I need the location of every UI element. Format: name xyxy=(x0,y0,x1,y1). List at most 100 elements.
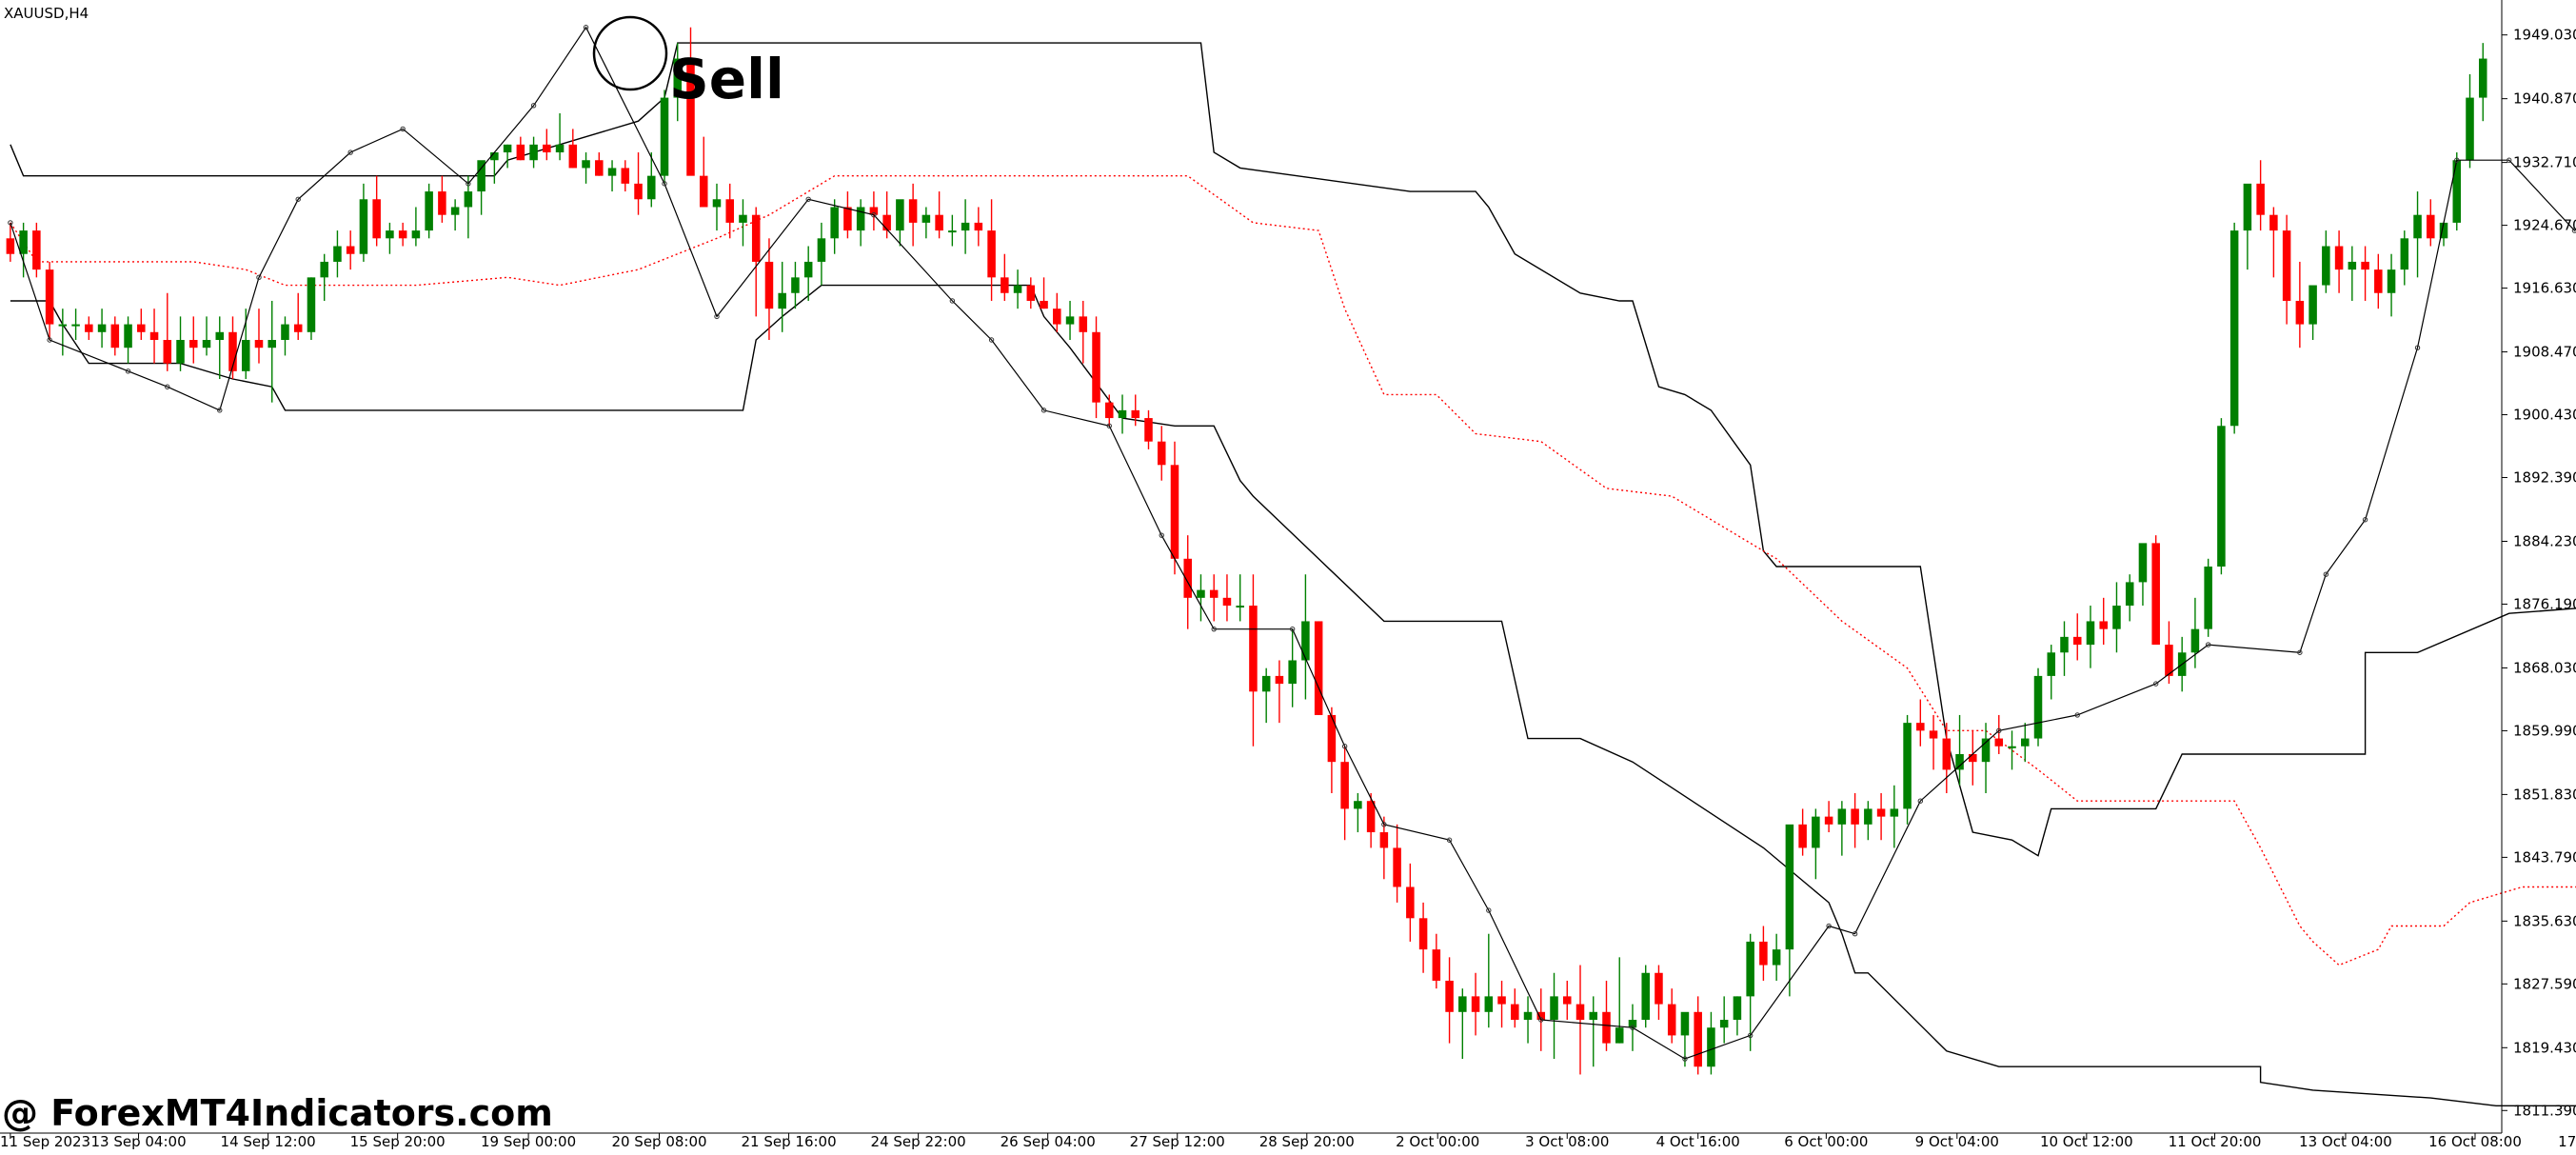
bull-candle xyxy=(2452,160,2462,223)
bear-candle xyxy=(1406,886,1415,919)
zigzag-point xyxy=(217,408,223,413)
bull-candle xyxy=(2400,238,2409,270)
price-tick-label: 1843.790 xyxy=(2513,848,2576,866)
bear-candle xyxy=(2295,300,2305,325)
bull-candle xyxy=(2060,636,2069,653)
bear-candle xyxy=(346,246,355,254)
bull-candle xyxy=(1733,996,1742,1020)
bear-candle xyxy=(1026,285,1036,301)
time-tick-label: 15 Sep 20:00 xyxy=(350,1133,446,1150)
time-tick-label: 17 Oct 16:00 xyxy=(2558,1133,2576,1150)
zigzag-point xyxy=(125,368,131,374)
bull-candle xyxy=(1628,1020,1637,1028)
time-tick-label: 24 Sep 22:00 xyxy=(871,1133,966,1150)
zigzag-point xyxy=(871,211,877,218)
bear-candle xyxy=(137,324,146,332)
bear-candle xyxy=(935,214,943,231)
bull-candle xyxy=(896,199,904,231)
zigzag-point xyxy=(1289,626,1296,632)
bear-candle xyxy=(1001,277,1009,293)
time-tick-label: 2 Oct 00:00 xyxy=(1396,1133,1479,1150)
bull-candle xyxy=(1890,808,1899,817)
bull-candle xyxy=(2008,746,2016,748)
time-tick-label: 4 Oct 16:00 xyxy=(1656,1133,1740,1150)
price-tick-label: 1908.470 xyxy=(2513,344,2576,361)
bull-candle xyxy=(1197,589,1205,598)
price-tick-label: 1827.590 xyxy=(2513,975,2576,992)
zigzag-point xyxy=(1747,1032,1754,1039)
bull-candle xyxy=(778,292,786,309)
bull-candle xyxy=(2466,97,2474,161)
zigzag-point xyxy=(1159,532,1164,538)
bull-candle xyxy=(830,207,839,239)
bull-candle xyxy=(1261,675,1271,692)
bull-candle xyxy=(268,340,276,348)
bull-candle xyxy=(71,324,80,327)
price-tick-label: 1949.030 xyxy=(2513,27,2576,44)
bear-candle xyxy=(1798,824,1807,848)
zigzag-point xyxy=(1630,1025,1635,1030)
bull-candle xyxy=(386,230,394,239)
zigzag-point xyxy=(2362,517,2368,523)
bull-candle xyxy=(948,230,957,233)
bull-candle xyxy=(529,144,538,161)
bear-candle xyxy=(1183,558,1192,598)
bull-candle xyxy=(2112,606,2121,629)
bear-candle xyxy=(1092,331,1100,403)
bear-candle xyxy=(543,144,551,153)
zigzag-point xyxy=(714,313,720,320)
bull-candle xyxy=(411,230,421,239)
bull-candle xyxy=(359,199,368,254)
bear-candle xyxy=(1079,316,1088,332)
bear-candle xyxy=(438,191,446,215)
bear-candle xyxy=(568,144,578,169)
price-tick-label: 1892.390 xyxy=(2513,469,2576,487)
bear-candle xyxy=(149,331,159,340)
bull-candle xyxy=(333,246,342,262)
bear-candle xyxy=(869,207,879,215)
bear-candle xyxy=(1222,597,1232,607)
zigzag-point xyxy=(2323,571,2329,577)
price-tick-label: 1819.430 xyxy=(2513,1039,2576,1056)
bull-candle xyxy=(1812,816,1820,848)
bull-candle xyxy=(2348,261,2357,270)
bear-candle xyxy=(634,183,643,200)
price-tick-label: 1835.630 xyxy=(2513,912,2576,929)
bull-candle xyxy=(2322,246,2330,286)
bull-candle xyxy=(1864,808,1873,825)
time-tick-label: 26 Sep 04:00 xyxy=(1001,1133,1096,1150)
bull-candle xyxy=(791,277,800,293)
bear-candle xyxy=(1667,1004,1676,1036)
bear-candle xyxy=(1916,723,1925,731)
zigzag-point xyxy=(662,181,667,187)
bear-candle xyxy=(1929,730,1938,739)
time-tick-label: 19 Sep 00:00 xyxy=(481,1133,576,1150)
price-tick-label: 1900.430 xyxy=(2513,407,2576,424)
bear-candle xyxy=(2099,621,2108,629)
time-tick-label: 27 Sep 12:00 xyxy=(1130,1133,1225,1150)
zigzag-point xyxy=(1826,923,1832,929)
bear-candle xyxy=(1340,762,1349,809)
bear-candle xyxy=(1040,300,1048,309)
zigzag-point xyxy=(256,274,262,281)
bear-candle xyxy=(908,199,918,223)
symbol-label: XAUUSD,H4 xyxy=(4,5,89,22)
bull-candle xyxy=(215,331,225,340)
bull-candle xyxy=(2204,567,2212,629)
bull-candle xyxy=(425,191,433,231)
candles-group xyxy=(6,27,2487,1075)
bull-candle xyxy=(1837,808,1847,825)
bull-candle xyxy=(2020,738,2030,747)
bear-candle xyxy=(32,230,41,270)
bull-candle xyxy=(1615,1027,1624,1044)
zigzag-point xyxy=(1341,744,1348,749)
zigzag-point xyxy=(1917,798,1924,804)
time-axis-labels: 11 Sep 2023 13 Sep 04:00 14 Sep 12:00 15 Se… xyxy=(0,1133,2576,1150)
lower-channel-line xyxy=(10,284,2576,1107)
bull-candle xyxy=(1772,949,1781,966)
zigzag-point xyxy=(2454,157,2460,163)
bear-candle xyxy=(1105,402,1114,419)
time-tick-label: 16 Oct 08:00 xyxy=(2428,1133,2522,1150)
